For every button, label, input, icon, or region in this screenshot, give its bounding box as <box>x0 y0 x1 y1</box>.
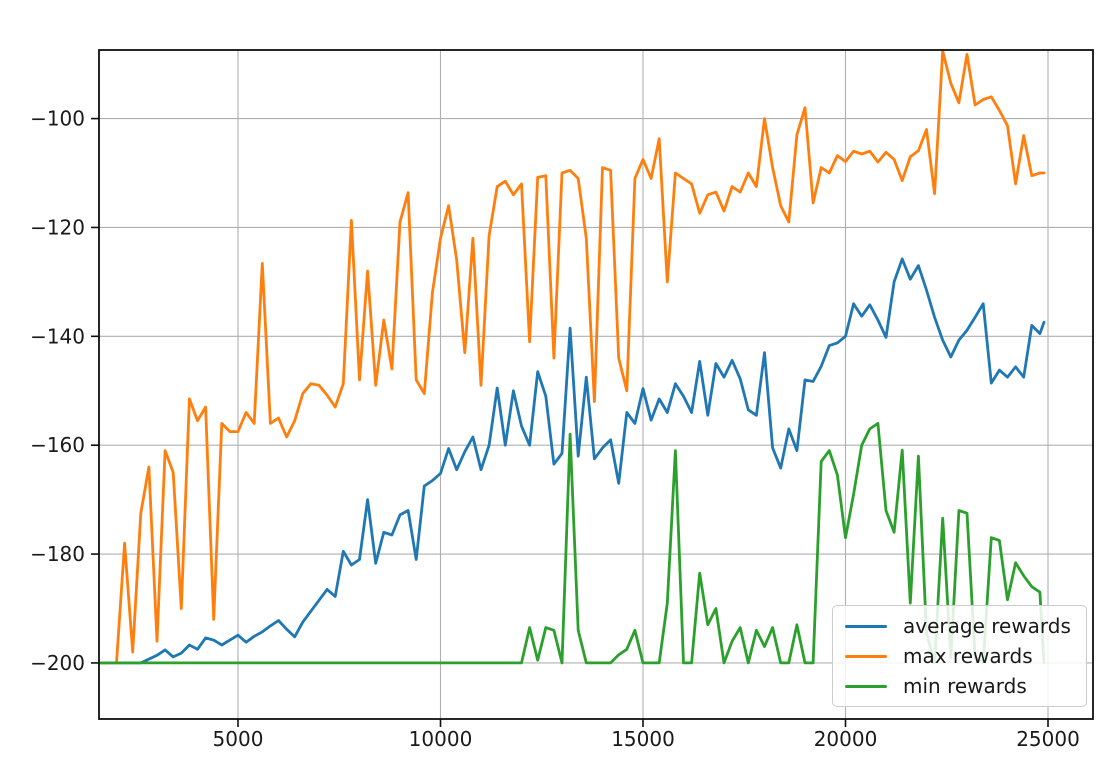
min-rewards-swatch <box>845 684 887 688</box>
max-rewards-line <box>99 50 1046 665</box>
legend-label-min-rewards: min rewards <box>903 674 1027 698</box>
x-tick-label: 25000 <box>1016 727 1080 751</box>
legend: average rewards max rewards min rewards <box>832 605 1087 707</box>
y-tick-label: −140 <box>30 324 85 348</box>
x-tick-label: 10000 <box>409 727 473 751</box>
x-tick-label: 5000 <box>213 727 264 751</box>
legend-item-min-rewards: min rewards <box>845 671 1076 701</box>
y-tick-label: −200 <box>30 651 85 675</box>
x-tick-label: 20000 <box>814 727 878 751</box>
legend-label-average-rewards: average rewards <box>903 614 1071 638</box>
y-tick-label: −120 <box>30 215 85 239</box>
axes-frame <box>98 49 1094 720</box>
min-rewards-line <box>99 421 1046 665</box>
x-tick-label: 15000 <box>611 727 675 751</box>
average-rewards-swatch <box>845 624 887 628</box>
max-rewards-swatch <box>845 654 887 658</box>
y-tick-label: −160 <box>30 433 85 457</box>
average-rewards-line <box>99 257 1046 665</box>
y-tick-label: −180 <box>30 542 85 566</box>
legend-item-average-rewards: average rewards <box>845 611 1076 641</box>
legend-label-max-rewards: max rewards <box>903 644 1033 668</box>
y-tick-label: −100 <box>30 107 85 131</box>
legend-item-max-rewards: max rewards <box>845 641 1076 671</box>
